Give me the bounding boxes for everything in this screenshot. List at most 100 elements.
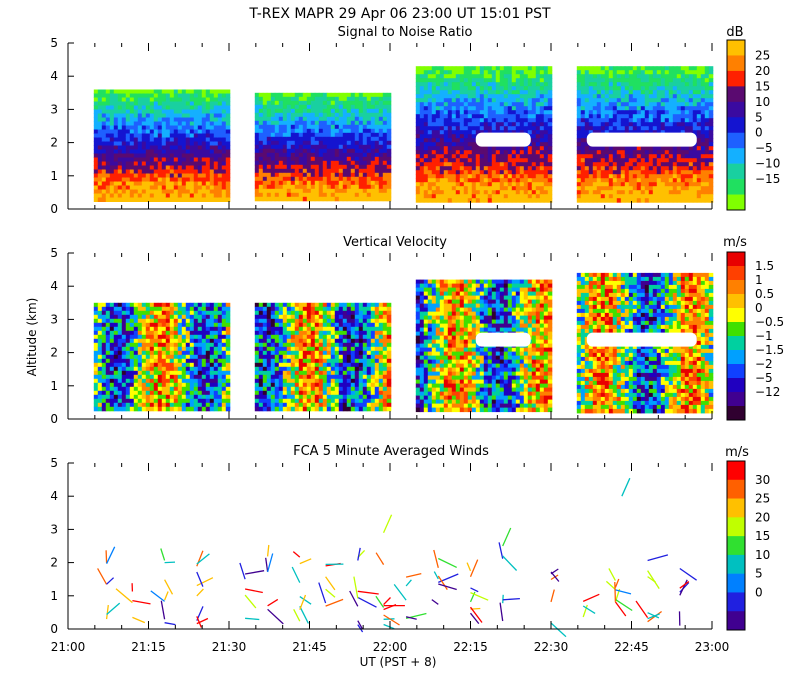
heatmap-cell [121,185,127,190]
heatmap-cell [201,117,207,122]
heatmap-cell [680,174,686,179]
heatmap-cell [161,121,167,126]
heatmap-cell [656,194,662,199]
heatmap-cell [350,120,356,126]
heatmap-cell [652,166,658,171]
heatmap-cell [113,326,119,332]
heatmap-cell [523,178,529,183]
heatmap-cell [93,193,99,198]
heatmap-cell [644,82,650,87]
heatmap-cell [274,120,280,126]
heatmap-cell [225,145,231,150]
heatmap-cell [471,130,477,135]
heatmap-cell [185,157,191,162]
heatmap-cell [189,326,195,332]
heatmap-cell [125,386,131,392]
heatmap-cell [101,109,107,114]
heatmap-cell [121,125,127,130]
heatmap-cell [149,165,155,170]
heatmap-cell [153,314,159,320]
heatmap-cell [499,102,505,107]
heatmap-cell [153,109,159,114]
heatmap-cell [217,161,223,166]
heatmap-cell [511,110,517,115]
heatmap-cell [101,366,107,372]
heatmap-cell [213,117,219,122]
heatmap-cell [652,122,658,127]
heatmap-cell [121,314,127,320]
heatmap-cell [427,178,433,183]
heatmap-cell [499,194,505,199]
heatmap-cell [708,186,714,191]
heatmap-cell [616,182,622,187]
heatmap-cell [145,117,151,122]
heatmap-cell [254,100,260,106]
heatmap-cell [117,153,123,158]
heatmap-cell [217,89,223,94]
heatmap-cell [101,89,107,94]
heatmap-cell [439,86,445,91]
heatmap-cell [266,128,272,134]
heatmap-cell [97,406,103,412]
heatmap-cell [696,178,702,183]
heatmap-cell [181,322,187,328]
heatmap-cell [636,110,642,115]
heatmap-cell [221,177,227,182]
heatmap-cell [688,190,694,195]
heatmap-cell [113,105,119,110]
heatmap-cell [616,66,622,71]
heatmap-cell [310,104,316,110]
heatmap-cell [350,172,356,178]
heatmap-cell [531,70,537,75]
heatmap-cell [117,322,123,328]
heatmap-cell [419,110,425,115]
heatmap-cell [278,180,284,186]
heatmap-cell [511,102,517,107]
heatmap-cell [499,74,505,79]
heatmap-cell [415,98,421,103]
heatmap-cell [133,330,139,336]
heatmap-cell [181,362,187,368]
heatmap-cell [467,142,473,147]
heatmap-cell [350,152,356,158]
heatmap-cell [547,198,553,203]
heatmap-cell [632,162,638,167]
heatmap-cell [342,92,348,98]
heatmap-cell [632,166,638,171]
heatmap-cell [93,354,99,360]
heatmap-cell [354,164,360,170]
heatmap-cell [97,374,103,380]
heatmap-cell [342,112,348,118]
heatmap-cell [644,162,650,167]
heatmap-cell [278,164,284,170]
heatmap-cell [708,74,714,79]
heatmap-cell [447,102,453,107]
heatmap-cell [282,196,288,202]
heatmap-cell [113,177,119,182]
heatmap-cell [479,162,485,167]
heatmap-cell [173,378,179,384]
heatmap-cell [346,152,352,158]
heatmap-cell [169,121,175,126]
heatmap-cell [596,194,602,199]
heatmap-cell [161,378,167,384]
heatmap-cell [157,137,163,142]
heatmap-cell [672,178,678,183]
heatmap-cell [479,86,485,91]
heatmap-cell [310,144,316,150]
heatmap-cell [523,90,529,95]
heatmap-cell [495,178,501,183]
heatmap-cell [382,140,388,146]
heatmap-cell [117,398,123,404]
heatmap-cell [580,162,586,167]
heatmap-cell [427,98,433,103]
heatmap-cell [628,186,634,191]
heatmap-cell [487,182,493,187]
heatmap-cell [487,94,493,99]
heatmap-cell [427,82,433,87]
heatmap-cell [338,96,344,102]
heatmap-cell [620,70,626,75]
heatmap-cell [318,196,324,202]
heatmap-cell [511,162,517,167]
heatmap-cell [358,148,364,154]
